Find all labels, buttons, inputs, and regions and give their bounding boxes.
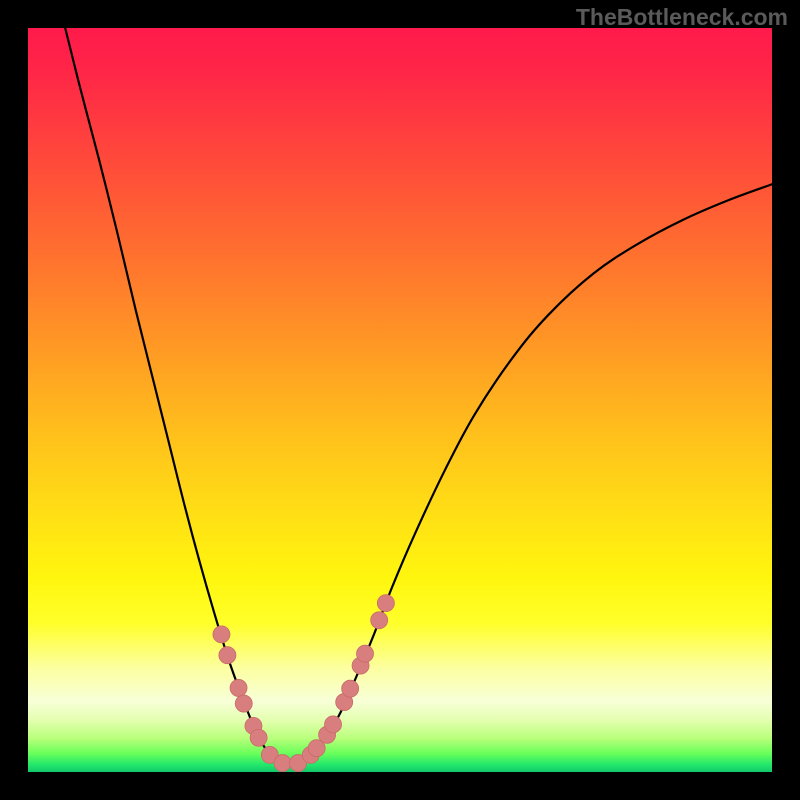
data-marker [213,626,230,643]
data-marker [357,645,374,662]
chart-container: TheBottleneck.com [0,0,800,800]
data-marker [219,647,236,664]
data-marker [325,716,342,733]
data-marker [377,595,394,612]
watermark-text: TheBottleneck.com [576,4,788,31]
data-marker [371,612,388,629]
data-marker [230,679,247,696]
data-marker [274,755,291,772]
chart-background-gradient [28,28,772,772]
data-marker [342,680,359,697]
bottleneck-curve-chart [0,0,800,800]
data-marker [250,729,267,746]
data-marker [235,695,252,712]
